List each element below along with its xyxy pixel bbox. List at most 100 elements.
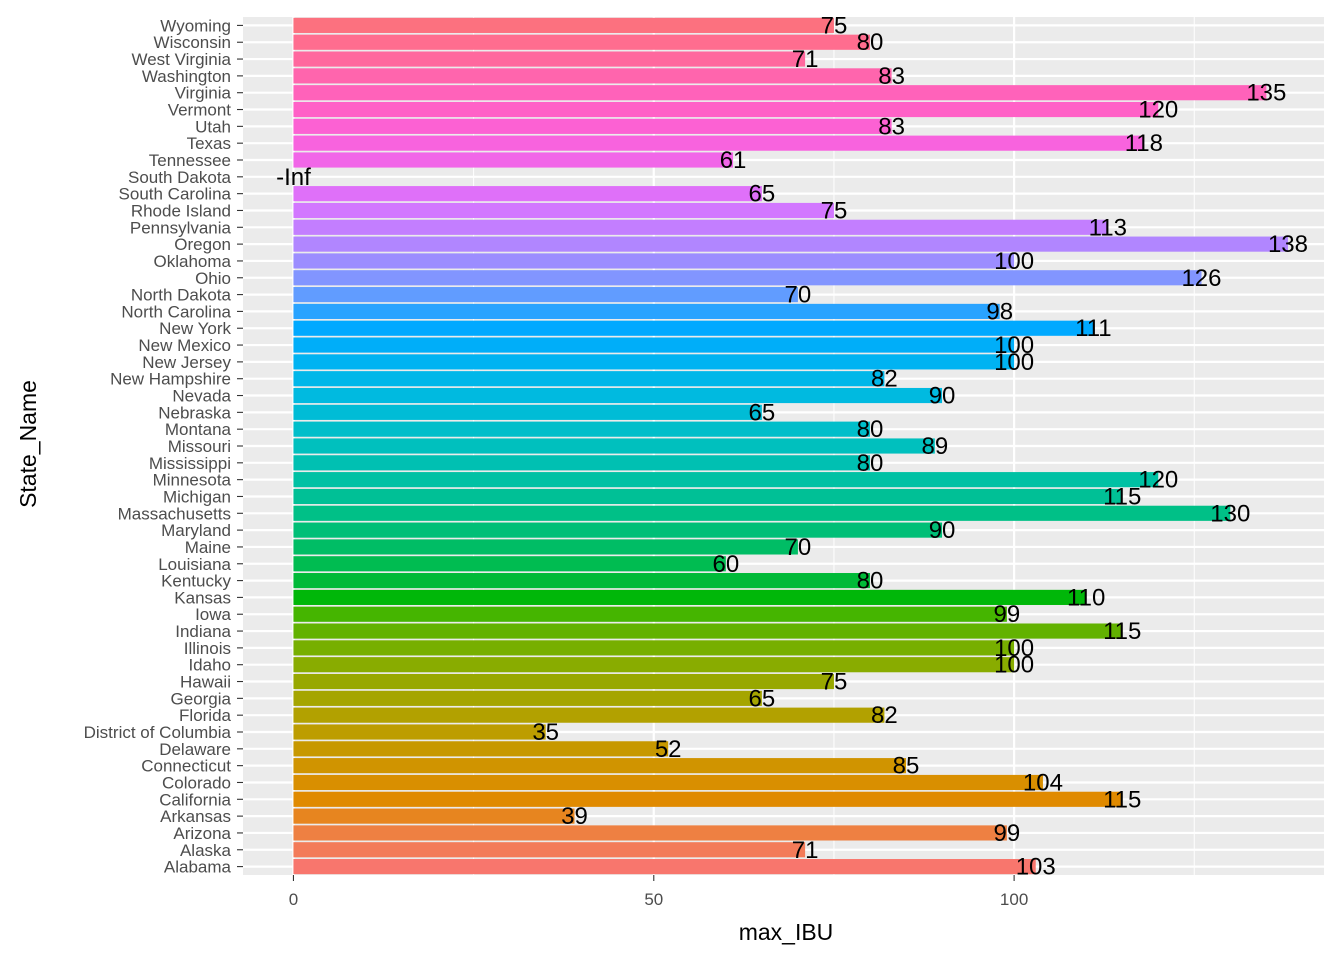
y-tick-label-west-virginia: West Virginia [131,50,231,69]
data-label-nebraska: 65 [749,399,776,426]
bar-new-jersey [293,354,1015,370]
data-label-hawaii: 75 [821,669,848,696]
y-tick-label-california: California [159,790,231,809]
y-tick-label-indiana: Indiana [175,622,231,641]
bar-connecticut [293,758,907,774]
data-label-maryland: 90 [929,517,956,544]
bar-hawaii [293,673,834,690]
y-tick-label-nevada: Nevada [172,387,231,406]
y-tick-label-oregon: Oregon [174,235,231,254]
bar-iowa [293,606,1007,622]
y-axis-title: State_Name [15,380,41,508]
y-tick-label-massachusetts: Massachusetts [118,504,231,523]
bar-alabama [293,859,1036,875]
y-tick-label-iowa: Iowa [195,605,231,624]
data-label-wyoming: 75 [821,12,848,39]
y-tick-label-district-of-columbia: District of Columbia [84,723,232,742]
bar-oklahoma [293,253,1015,269]
bar-maryland [293,522,943,538]
bar-michigan [293,488,1123,505]
y-tick-label-nebraska: Nebraska [158,403,231,422]
bar-idaho [293,657,1015,673]
y-tick-label-kentucky: Kentucky [161,572,231,591]
data-label-rhode-island: 75 [821,197,848,224]
bar-montana [293,421,870,437]
data-label-minnesota: 120 [1138,467,1178,494]
bar-new-york [293,320,1094,336]
y-tick-label-wisconsin: Wisconsin [154,33,231,52]
data-label-utah: 83 [878,113,905,140]
x-axis-title: max_IBU [739,919,834,945]
y-tick-label-virginia: Virginia [175,84,232,103]
y-tick-label-rhode-island: Rhode Island [131,201,231,220]
data-label-wisconsin: 80 [857,29,884,56]
data-label-alabama: 103 [1016,854,1056,881]
data-label-illinois: 100 [994,635,1034,662]
data-label-massachusetts: 130 [1210,500,1250,527]
y-tick-label-new-jersey: New Jersey [142,353,231,372]
bar-wyoming [293,17,834,33]
bar-oregon [293,236,1288,252]
bar-new-mexico [293,337,1015,353]
data-label-montana: 80 [857,416,884,443]
data-label-georgia: 65 [749,685,776,712]
y-tick-label-connecticut: Connecticut [141,757,231,776]
data-label-new-hampshire: 82 [871,366,898,393]
data-label-oklahoma: 100 [994,248,1034,275]
bar-texas [293,135,1144,151]
data-label-delaware: 52 [655,736,682,763]
bar-california [293,791,1123,807]
y-tick-label-montana: Montana [165,420,232,439]
x-tick-label: 50 [644,890,663,909]
data-label-vermont: 120 [1138,97,1178,124]
data-label-tennessee: 61 [720,147,747,174]
data-label-new-mexico: 100 [994,332,1034,359]
y-tick-label-idaho: Idaho [188,656,231,675]
data-label-district-of-columbia: 35 [532,719,559,746]
bars [293,17,1288,875]
bar-georgia [293,690,762,706]
y-tick-label-vermont: Vermont [168,101,232,120]
bar-missouri [293,438,935,454]
data-label-idaho: 100 [994,652,1034,679]
bar-kentucky [293,573,870,589]
data-label-oregon: 138 [1268,231,1308,258]
y-tick-label-north-carolina: North Carolina [121,302,231,321]
y-tick-label-illinois: Illinois [184,639,231,658]
bar-nevada [293,387,943,404]
bar-virginia [293,85,1267,101]
bar-utah [293,118,892,134]
data-label-indiana: 115 [1103,618,1141,645]
y-tick-label-ohio: Ohio [195,269,231,288]
bar-ohio [293,270,1202,286]
y-tick-label-oklahoma: Oklahoma [154,252,232,271]
bar-delaware [293,741,669,757]
y-tick-label-arizona: Arizona [173,824,231,843]
bar-nebraska [293,404,762,420]
data-label-michigan: 115 [1103,483,1141,510]
data-label-nevada: 90 [929,383,956,410]
bar-indiana [293,623,1123,639]
y-tick-label-florida: Florida [179,706,232,725]
data-label-louisiana: 60 [712,551,739,578]
data-label-west-virginia: 71 [792,46,819,73]
data-label-ohio: 126 [1181,265,1221,292]
bar-florida [293,707,885,723]
y-tick-label-south-dakota: South Dakota [128,168,232,187]
y-tick-label-alaska: Alaska [180,841,232,860]
y-tick-label-utah: Utah [195,117,231,136]
bar-rhode-island [293,202,834,219]
data-label-new-york: 111 [1075,315,1111,342]
bar-colorado [293,774,1043,791]
data-label-south-carolina: 65 [749,181,776,208]
y-tick-label-louisiana: Louisiana [158,555,231,574]
y-tick-label-hawaii: Hawaii [180,673,231,692]
y-tick-label-mississippi: Mississippi [149,454,231,473]
y-tick-label-maine: Maine [185,538,231,557]
bar-minnesota [293,472,1159,488]
y-tick-label-new-mexico: New Mexico [138,336,231,355]
data-labels: 1037199391151048552358265751001001159911… [276,12,1308,880]
y-tick-label-arkansas: Arkansas [160,807,231,826]
bar-north-dakota [293,287,798,303]
y-tick-label-colorado: Colorado [162,773,231,792]
